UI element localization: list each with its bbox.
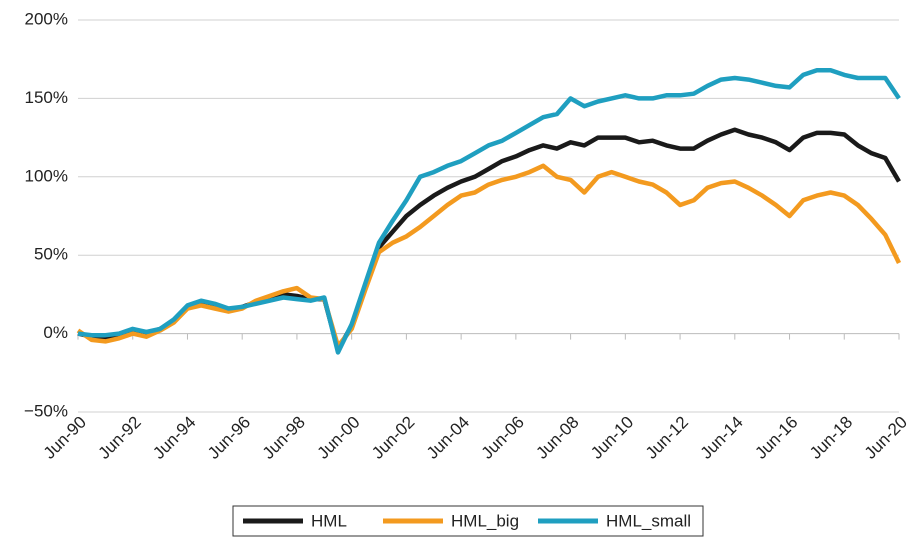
x-tick-label: Jun-16 bbox=[751, 413, 801, 463]
y-tick-label: 150% bbox=[25, 88, 68, 107]
series-line bbox=[76, 163, 902, 349]
x-tick-label: Jun-92 bbox=[95, 413, 145, 463]
legend-box bbox=[232, 505, 704, 537]
x-tick-label: Jun-06 bbox=[478, 413, 528, 463]
x-tick-label: Jun-18 bbox=[806, 413, 856, 463]
y-tick-label: 0% bbox=[43, 323, 68, 342]
x-tick-label: Jun-98 bbox=[259, 413, 309, 463]
x-tick-label: Jun-96 bbox=[204, 413, 254, 463]
x-tick-label: Jun-04 bbox=[423, 413, 473, 463]
legend-label: HML_small bbox=[606, 511, 691, 530]
x-tick-label: Jun-00 bbox=[313, 413, 363, 463]
y-tick-label: 50% bbox=[34, 245, 68, 264]
x-tick-label: Jun-20 bbox=[861, 413, 907, 463]
x-tick-label: Jun-14 bbox=[697, 413, 747, 463]
legend-label: HML bbox=[311, 511, 347, 530]
y-tick-label: 200% bbox=[25, 9, 68, 28]
x-tick-label: Jun-10 bbox=[587, 413, 637, 463]
legend-label: HML_big bbox=[451, 511, 519, 530]
series-line bbox=[77, 127, 901, 352]
x-tick-label: Jun-94 bbox=[149, 413, 199, 463]
y-tick-label: 100% bbox=[25, 166, 68, 185]
x-tick-label: Jun-02 bbox=[368, 413, 418, 463]
y-tick-label: −50% bbox=[24, 401, 68, 420]
x-tick-label: Jun-12 bbox=[642, 413, 692, 463]
x-tick-label: Jun-08 bbox=[532, 413, 582, 463]
series-line bbox=[77, 67, 901, 355]
